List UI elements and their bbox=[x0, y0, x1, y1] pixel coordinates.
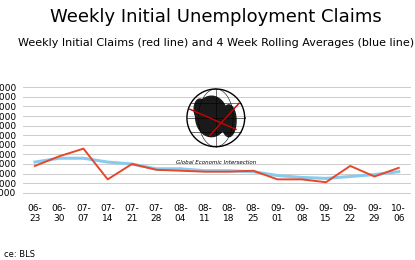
Text: ce: BLS: ce: BLS bbox=[4, 250, 35, 259]
Polygon shape bbox=[222, 105, 236, 137]
Polygon shape bbox=[194, 99, 206, 119]
Text: Weekly Initial Claims (red line) and 4 Week Rolling Averages (blue line): Weekly Initial Claims (red line) and 4 W… bbox=[18, 38, 414, 48]
Polygon shape bbox=[195, 96, 227, 137]
Text: Global Economic Intersection: Global Economic Intersection bbox=[176, 160, 256, 165]
Text: Weekly Initial Unemployment Claims: Weekly Initial Unemployment Claims bbox=[50, 8, 382, 26]
